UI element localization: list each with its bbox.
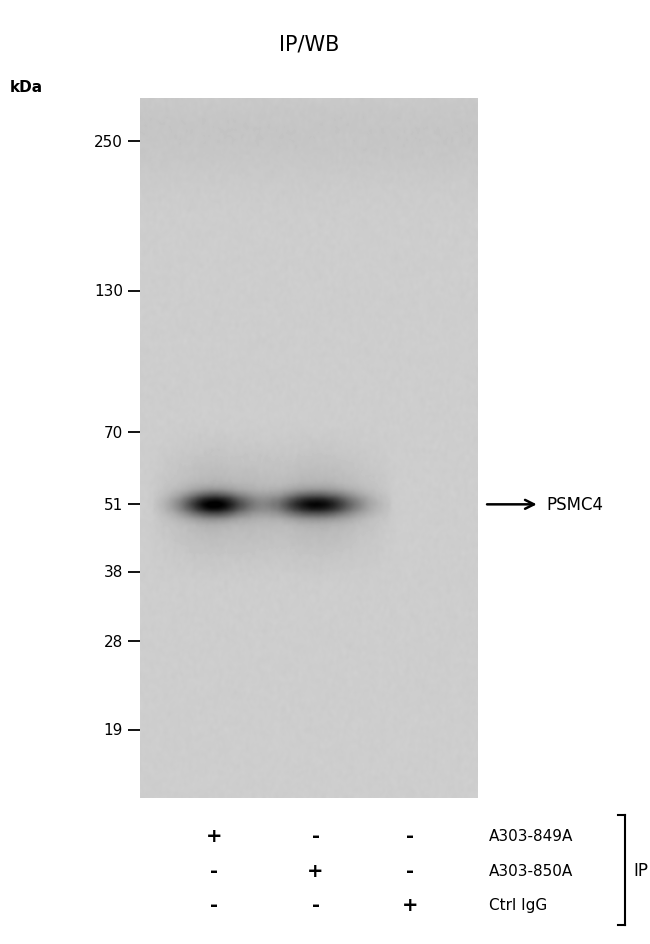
Text: -: - xyxy=(210,895,218,914)
Text: +: + xyxy=(206,826,222,845)
Text: PSMC4: PSMC4 xyxy=(546,496,603,514)
Text: +: + xyxy=(402,895,419,914)
Text: -: - xyxy=(311,895,320,914)
Text: -: - xyxy=(210,861,218,880)
Text: 250: 250 xyxy=(94,135,123,150)
Text: -: - xyxy=(406,861,414,880)
Text: A303-849A: A303-849A xyxy=(489,828,573,843)
Text: 51: 51 xyxy=(103,497,123,513)
Text: kDa: kDa xyxy=(10,79,43,94)
Text: 38: 38 xyxy=(103,565,123,580)
Text: 28: 28 xyxy=(103,634,123,649)
Text: 70: 70 xyxy=(103,425,123,440)
Text: A303-850A: A303-850A xyxy=(489,863,573,878)
Text: 130: 130 xyxy=(94,284,123,299)
Text: Ctrl IgG: Ctrl IgG xyxy=(489,897,547,912)
Text: IP/WB: IP/WB xyxy=(279,34,339,55)
Text: 19: 19 xyxy=(103,722,123,737)
Text: IP: IP xyxy=(633,861,648,879)
Text: +: + xyxy=(307,861,324,880)
Text: -: - xyxy=(406,826,414,845)
Text: -: - xyxy=(311,826,320,845)
